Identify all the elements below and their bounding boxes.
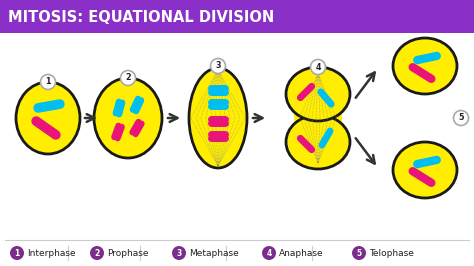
Ellipse shape [189,68,247,168]
Text: 4: 4 [315,63,321,72]
Ellipse shape [16,82,80,154]
Circle shape [10,246,24,260]
Text: 4: 4 [266,248,272,257]
Text: Telophase: Telophase [369,248,414,257]
Text: MITOSIS: EQUATIONAL DIVISION: MITOSIS: EQUATIONAL DIVISION [8,10,274,24]
Text: 5: 5 [356,248,362,257]
Circle shape [120,70,136,85]
Ellipse shape [286,115,350,169]
Circle shape [352,246,366,260]
Text: 3: 3 [215,61,221,70]
Text: 2: 2 [125,73,131,82]
Ellipse shape [94,78,162,158]
Text: 1: 1 [14,248,19,257]
Circle shape [310,60,326,74]
Text: Metaphase: Metaphase [189,248,239,257]
FancyBboxPatch shape [0,0,474,33]
Ellipse shape [393,142,457,198]
Text: Prophase: Prophase [107,248,148,257]
Text: 2: 2 [94,248,100,257]
Circle shape [40,74,55,89]
Circle shape [262,246,276,260]
Circle shape [210,59,226,73]
Ellipse shape [393,38,457,94]
Text: 1: 1 [45,77,51,86]
Text: Interphase: Interphase [27,248,76,257]
Circle shape [172,246,186,260]
FancyBboxPatch shape [294,102,342,134]
Text: 5: 5 [458,114,464,123]
Text: 3: 3 [176,248,182,257]
Circle shape [90,246,104,260]
Ellipse shape [286,67,350,121]
Circle shape [454,110,468,126]
Text: Anaphase: Anaphase [279,248,324,257]
